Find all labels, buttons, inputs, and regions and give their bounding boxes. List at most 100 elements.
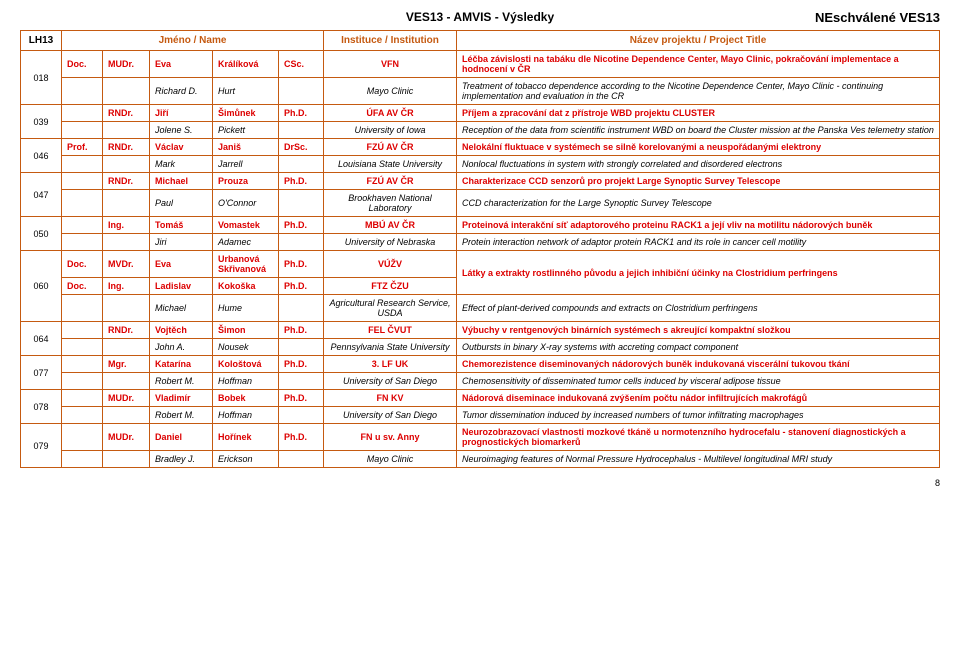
institution: FTZ ČZU [324, 278, 457, 295]
project-title: Neurozobrazovací vlastnosti mozkové tkán… [457, 424, 940, 451]
institution: University of Nebraska [324, 234, 457, 251]
first-name: Vojtěch [150, 322, 213, 339]
project-title: Chemosensitivity of disseminated tumor c… [457, 373, 940, 390]
first-name: Eva [150, 51, 213, 78]
last-name: Šimon [213, 322, 279, 339]
last-name: Adamec [213, 234, 279, 251]
row-id: 046 [21, 139, 62, 173]
first-name: Jiří [150, 105, 213, 122]
title2: RNDr. [103, 322, 150, 339]
institution: University of Iowa [324, 122, 457, 139]
title2: RNDr. [103, 173, 150, 190]
institution: Agricultural Research Service, USDA [324, 295, 457, 322]
title1: Prof. [62, 139, 103, 156]
title1 [62, 390, 103, 407]
first-name: Bradley J. [150, 451, 213, 468]
institution: Louisiana State University [324, 156, 457, 173]
table-row: 050Ing.TomášVomastekPh.D.MBÚ AV ČRProtei… [21, 217, 940, 234]
institution: ÚFA AV ČR [324, 105, 457, 122]
title1: Doc. [62, 51, 103, 78]
project-title: Příjem a zpracování dat z přístroje WBD … [457, 105, 940, 122]
degree: Ph.D. [279, 278, 324, 295]
last-name: Nousek [213, 339, 279, 356]
project-title: Treatment of tobacco dependence accordin… [457, 78, 940, 105]
project-title: Charakterizace CCD senzorů pro projekt L… [457, 173, 940, 190]
title-row: VES13 - AMVIS - Výsledky NEschválené VES… [20, 10, 940, 24]
title2: MUDr. [103, 51, 150, 78]
institution: FZÚ AV ČR [324, 173, 457, 190]
last-name: Vomastek [213, 217, 279, 234]
table-row: 060Doc.MVDr.EvaUrbanová SkřivanováPh.D.V… [21, 251, 940, 278]
institution: University of San Diego [324, 407, 457, 424]
title1 [62, 424, 103, 451]
last-name: Šimůnek [213, 105, 279, 122]
row-id: 050 [21, 217, 62, 251]
table-row: PaulO'ConnorBrookhaven National Laborato… [21, 190, 940, 217]
project-title: CCD characterization for the Large Synop… [457, 190, 940, 217]
last-name: Králíková [213, 51, 279, 78]
institution: University of San Diego [324, 373, 457, 390]
title2: RNDr. [103, 139, 150, 156]
institution: Pennsylvania State University [324, 339, 457, 356]
degree: Ph.D. [279, 356, 324, 373]
degree: CSc. [279, 51, 324, 78]
row-id: 039 [21, 105, 62, 139]
last-name: Urbanová Skřivanová [213, 251, 279, 278]
header-row: LH13 Jméno / Name Instituce / Institutio… [21, 31, 940, 51]
table-row: 047RNDr.MichaelProuzaPh.D.FZÚ AV ČRChara… [21, 173, 940, 190]
last-name: Janiš [213, 139, 279, 156]
row-id: 060 [21, 251, 62, 322]
row-id: 047 [21, 173, 62, 217]
table-row: Jolene S.PickettUniversity of IowaRecept… [21, 122, 940, 139]
row-id: 064 [21, 322, 62, 356]
first-name: Paul [150, 190, 213, 217]
title1 [62, 322, 103, 339]
table-row: John A.Nousek Pennsylvania State Universi… [21, 339, 940, 356]
first-name: Ladislav [150, 278, 213, 295]
last-name: Prouza [213, 173, 279, 190]
project-title: Effect of plant-derived compounds and ex… [457, 295, 940, 322]
table-row: 039RNDr.JiříŠimůnekPh.D.ÚFA AV ČRPříjem … [21, 105, 940, 122]
table-row: Robert M.HoffmanUniversity of San DiegoT… [21, 407, 940, 424]
project-title: Proteinová interakční síť adaptorového p… [457, 217, 940, 234]
table-row: 079MUDr.DanielHořínekPh.D.FN u sv. AnnyN… [21, 424, 940, 451]
table-row: 046Prof.RNDr.VáclavJanišDrSc.FZÚ AV ČRNe… [21, 139, 940, 156]
first-name: Robert M. [150, 373, 213, 390]
col-lh: LH13 [21, 31, 62, 51]
title2: RNDr. [103, 105, 150, 122]
results-table: LH13 Jméno / Name Instituce / Institutio… [20, 30, 940, 468]
degree: Ph.D. [279, 322, 324, 339]
degree: Ph.D. [279, 251, 324, 278]
institution: VFN [324, 51, 457, 78]
institution: Brookhaven National Laboratory [324, 190, 457, 217]
table-row: Robert M.HoffmanUniversity of San DiegoC… [21, 373, 940, 390]
institution: FN KV [324, 390, 457, 407]
first-name: Katarína [150, 356, 213, 373]
degree: DrSc. [279, 139, 324, 156]
first-name: Vladimír [150, 390, 213, 407]
last-name: Hurt [213, 78, 279, 105]
project-title: Reception of the data from scientific in… [457, 122, 940, 139]
project-title: Outbursts in binary X-ray systems with a… [457, 339, 940, 356]
title2: Ing. [103, 217, 150, 234]
title1 [62, 105, 103, 122]
first-name: Robert M. [150, 407, 213, 424]
project-title: Neuroimaging features of Normal Pressure… [457, 451, 940, 468]
row-id: 077 [21, 356, 62, 390]
table-row: 078MUDr.VladimírBobekPh.D.FN KVNádorová … [21, 390, 940, 407]
last-name: Erickson [213, 451, 279, 468]
first-name: Daniel [150, 424, 213, 451]
last-name: Pickett [213, 122, 279, 139]
first-name: John A. [150, 339, 213, 356]
project-title: Nádorová diseminace indukovaná zvýšením … [457, 390, 940, 407]
last-name: Kološtová [213, 356, 279, 373]
title2: MUDr. [103, 390, 150, 407]
degree: Ph.D. [279, 424, 324, 451]
project-title: Látky a extrakty rostlinného původu a je… [457, 251, 940, 295]
first-name: Václav [150, 139, 213, 156]
institution: Mayo Clinic [324, 78, 457, 105]
title2: Ing. [103, 278, 150, 295]
first-name: Mark [150, 156, 213, 173]
project-title: Léčba závislosti na tabáku dle Nicotine … [457, 51, 940, 78]
table-row: MarkJarrellLouisiana State UniversityNon… [21, 156, 940, 173]
